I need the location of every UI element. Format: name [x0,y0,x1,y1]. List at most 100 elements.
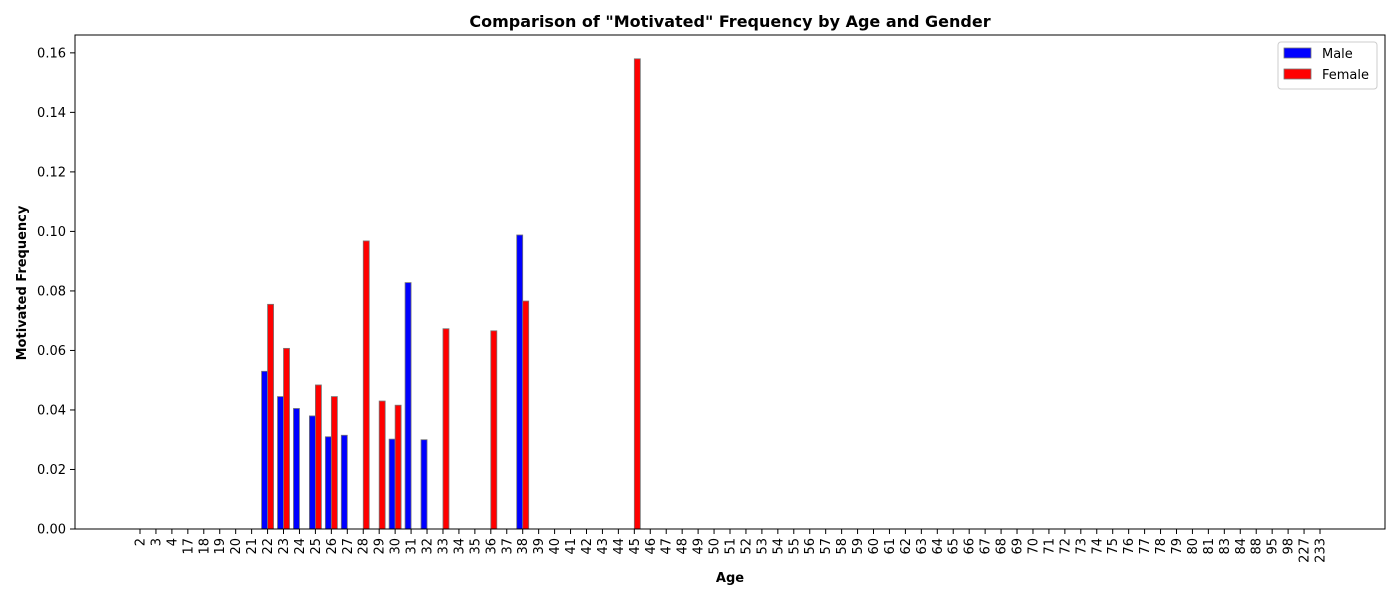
legend: Male Female [1277,41,1378,90]
x-tick-label: 44 [612,538,627,555]
y-tick-label: 0.02 [37,463,66,478]
x-tick-label: 60 [867,538,882,555]
y-ticks-group: 0.00 0.02 0.04 0.06 0.08 0.10 0.12 0.14 0.16 [37,46,75,538]
x-tick-label: 62 [899,538,914,555]
x-tick-label: 49 [692,538,707,555]
x-tick-label: 26 [325,538,340,555]
bar-male-22 [261,370,268,530]
x-tick-label: 43 [596,538,611,555]
plot-frame [74,34,1386,530]
x-tick-label: 17 [181,538,196,555]
bar-female-23 [283,347,290,530]
x-tick-label: 37 [500,538,515,555]
legend-swatch-female [1283,68,1312,80]
x-tick-label: 41 [564,538,579,555]
bar-female-45 [633,58,641,530]
x-tick-label: 53 [755,538,770,555]
bar-female-28 [362,240,370,530]
x-tick-label: 75 [1106,538,1121,555]
x-tick-label: 34 [452,538,467,555]
bar-female-26 [330,396,338,530]
bar-male-30 [388,438,396,530]
bars-group [261,58,641,530]
x-tick-label: 76 [1122,538,1137,555]
x-tick-label: 88 [1250,538,1265,555]
legend-label-male: Male [1322,47,1353,62]
x-tick-label: 54 [771,538,786,555]
x-tick-label: 227 [1298,538,1313,563]
bar-female-22 [267,303,274,530]
x-tick-label: 64 [931,538,946,555]
y-tick-label: 0.06 [37,344,66,359]
x-tick-label: 23 [277,538,292,555]
x-tick-label: 72 [1058,538,1073,555]
x-tick-label: 25 [309,538,324,555]
y-tick-label: 0.16 [37,46,66,61]
x-tick-label: 24 [293,538,308,555]
x-tick-label: 98 [1282,538,1297,555]
bar-female-29 [378,400,386,530]
x-tick-label: 42 [580,538,595,555]
x-tick-label: 61 [883,538,898,555]
x-tick-label: 46 [644,538,659,555]
y-tick-label: 0.14 [37,106,66,121]
x-tick-label: 69 [1011,538,1026,555]
x-tick-label: 55 [787,538,802,555]
x-tick-label: 35 [468,538,483,555]
x-tick-label: 36 [484,538,499,555]
x-tick-label: 52 [739,538,754,555]
y-tick-label: 0.08 [37,284,66,299]
x-tick-label: 63 [915,538,930,555]
x-tick-label: 65 [947,538,962,555]
x-tick-label: 70 [1026,538,1041,555]
x-tick-label: 51 [724,538,739,555]
x-tick-label: 78 [1154,538,1169,555]
x-tick-label: 68 [995,538,1010,555]
x-tick-label: 80 [1186,538,1201,555]
y-tick-label: 0.12 [37,165,66,180]
x-tick-label: 30 [389,538,404,555]
x-tick-label: 3 [149,538,164,546]
x-tick-label: 59 [851,538,866,555]
x-tick-label: 56 [803,538,818,555]
y-axis-label: Motivated Frequency [15,205,30,360]
x-tick-label: 4 [165,538,180,546]
x-tick-label: 57 [819,538,834,555]
x-ticks-group: 2 3 4 17 18 19 20 21 22 23 24 25 26 27 28 29 30 31 32 33 34 3… [134,529,1329,563]
bar-female-36 [490,330,498,530]
x-tick-label: 28 [357,538,372,555]
bar-male-23 [277,396,284,530]
y-tick-label: 0.04 [37,403,66,418]
bar-female-25 [315,384,322,530]
x-tick-label: 22 [261,538,276,555]
x-tick-label: 67 [979,538,994,555]
x-tick-label: 66 [963,538,978,555]
x-tick-label: 77 [1138,538,1153,555]
legend-label-female: Female [1322,68,1369,83]
x-tick-label: 32 [421,538,436,555]
bar-female-38 [522,300,530,530]
x-tick-label: 233 [1314,538,1329,563]
chart-title: Comparison of "Motivated" Frequency by A… [469,12,990,31]
bar-male-32 [420,439,428,530]
bar-male-31 [404,282,412,530]
bar-male-24 [293,408,300,530]
x-tick-label: 47 [660,538,675,555]
x-axis-label: Age [716,571,744,586]
x-tick-label: 31 [405,538,420,555]
x-tick-label: 84 [1234,538,1249,555]
bar-male-26 [324,436,332,530]
x-tick-label: 2 [134,538,149,546]
x-tick-label: 38 [516,538,531,555]
x-tick-label: 79 [1170,538,1185,555]
x-tick-label: 40 [548,538,563,555]
y-tick-label: 0.10 [37,225,66,240]
y-tick-label: 0.00 [37,523,66,538]
x-tick-label: 39 [532,538,547,555]
x-tick-label: 50 [708,538,723,555]
bar-male-27 [340,434,348,530]
x-tick-label: 27 [341,538,356,555]
x-tick-label: 18 [197,538,212,555]
x-tick-label: 58 [835,538,850,555]
